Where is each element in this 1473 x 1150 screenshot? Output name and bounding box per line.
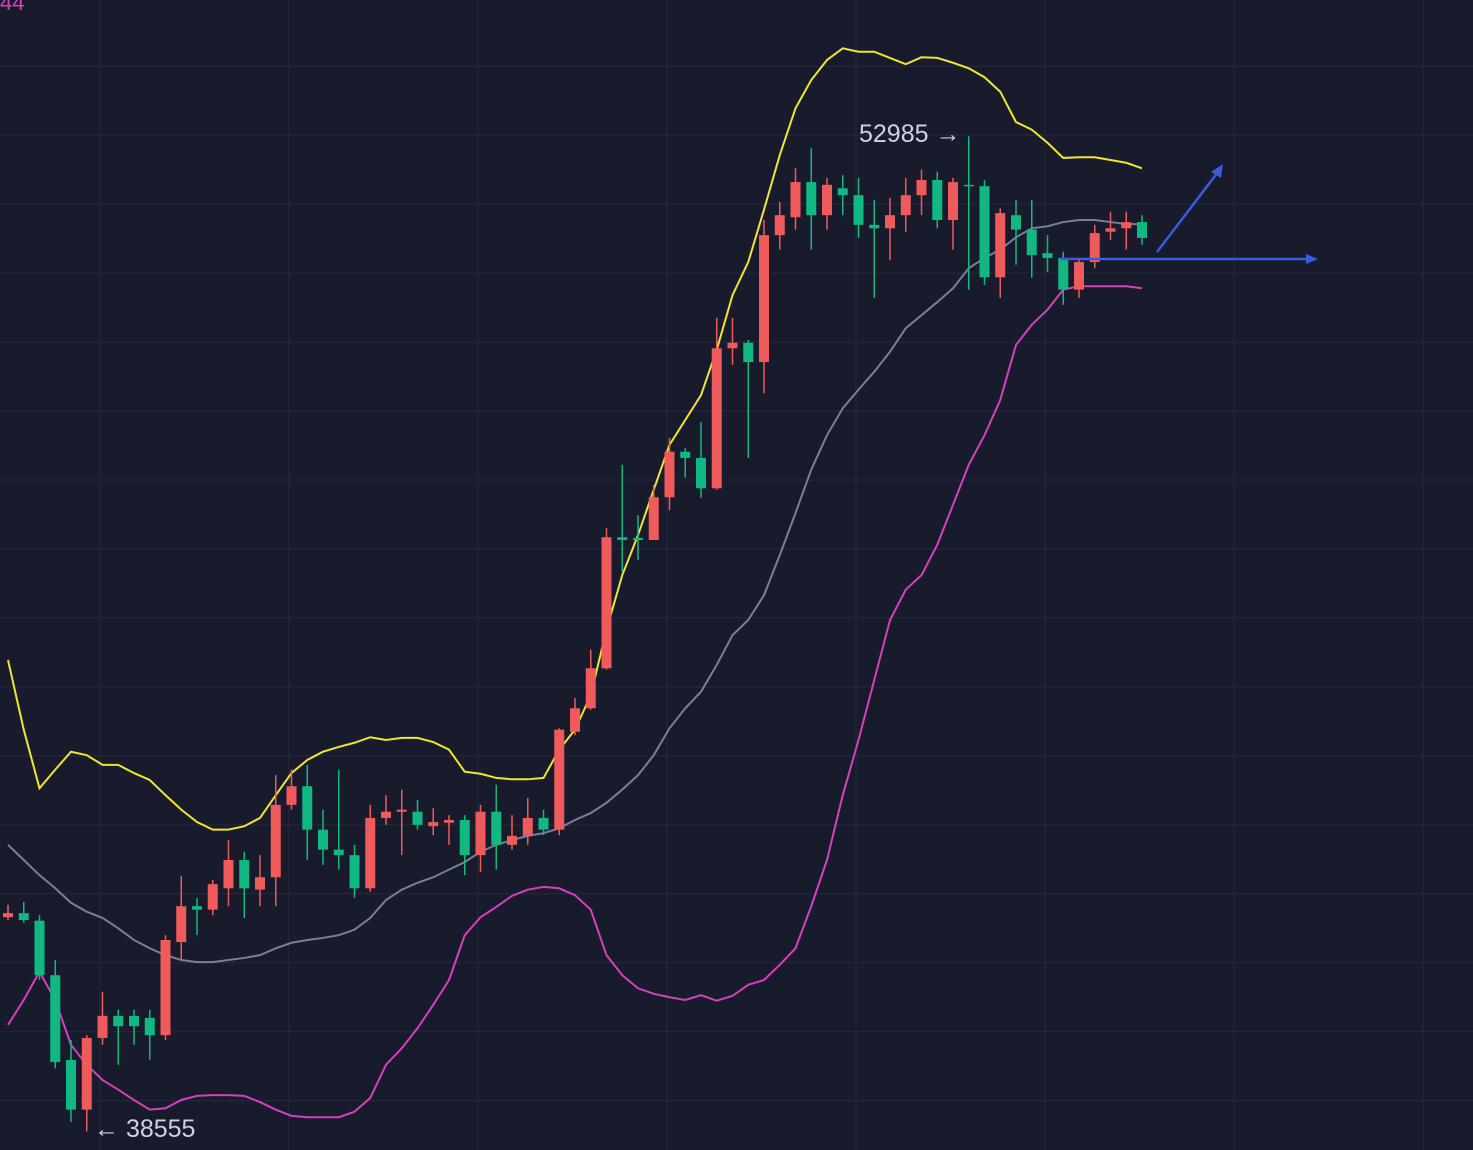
candle-body xyxy=(648,497,659,540)
candle-body xyxy=(995,213,1006,278)
candle-body xyxy=(365,817,376,889)
candle-body xyxy=(1105,228,1116,232)
candle-body xyxy=(727,342,738,349)
candle-body xyxy=(900,195,911,216)
candle-body xyxy=(176,906,187,943)
candle-body xyxy=(270,804,281,878)
candle-body xyxy=(885,215,895,229)
candle-body xyxy=(34,920,45,976)
candle-body xyxy=(50,975,61,1063)
candle-body xyxy=(349,855,360,889)
candle-body xyxy=(932,180,943,220)
candle-body xyxy=(255,877,265,890)
candle-body xyxy=(491,811,502,845)
candle-body xyxy=(1026,229,1037,256)
candle-body xyxy=(81,1037,92,1110)
candle-body xyxy=(1011,215,1021,230)
candle-body xyxy=(806,182,817,216)
candle-body xyxy=(507,835,517,845)
candle-body xyxy=(302,786,313,830)
candle-body xyxy=(837,188,848,196)
indicator-value: 44 xyxy=(0,0,24,15)
arrow-head xyxy=(1306,254,1318,264)
candle-body xyxy=(286,786,297,805)
candle-body xyxy=(66,1060,76,1110)
candle-body xyxy=(585,668,596,709)
candle-body xyxy=(570,708,580,732)
candle-body xyxy=(160,940,171,1036)
candle-body xyxy=(1137,222,1147,238)
candle-body xyxy=(396,809,407,812)
candle-body xyxy=(554,729,565,830)
candle-body xyxy=(759,235,769,363)
candle-body xyxy=(617,537,628,540)
candle-body xyxy=(538,817,549,830)
candle-body xyxy=(743,342,754,363)
candle-body xyxy=(444,820,454,823)
candle-body xyxy=(318,829,328,850)
candle-body xyxy=(1074,262,1084,290)
candle-body xyxy=(475,811,486,856)
high-annotation: 52985 → xyxy=(859,120,960,148)
candle-body xyxy=(774,215,785,236)
candle-body xyxy=(916,180,927,196)
candle-body xyxy=(979,186,990,278)
candle-body xyxy=(412,811,423,825)
candle-body xyxy=(113,1015,124,1027)
arrow-head xyxy=(1211,164,1223,178)
candle-body xyxy=(459,820,470,856)
candle-body xyxy=(333,849,344,856)
band-line xyxy=(7,285,1143,1119)
candle-body xyxy=(664,451,675,498)
candle-body xyxy=(522,817,533,836)
candle-body xyxy=(1042,253,1053,258)
candle-body xyxy=(129,1015,139,1027)
candle-body xyxy=(3,913,13,918)
band-line xyxy=(7,219,1142,964)
candle-body xyxy=(696,457,706,489)
candle-body xyxy=(381,811,391,818)
candle-body xyxy=(239,860,250,889)
candle-body xyxy=(853,195,864,225)
candle-body xyxy=(948,182,958,220)
drawing-tools xyxy=(1060,164,1318,264)
candle-body xyxy=(223,860,234,889)
candle-body xyxy=(633,537,643,540)
candle-body xyxy=(1058,257,1069,290)
candle-body xyxy=(601,537,612,669)
candle-body xyxy=(97,1015,108,1038)
candle-body xyxy=(207,884,218,910)
candle-body xyxy=(822,184,832,216)
low-annotation: ← 38555 xyxy=(94,1115,195,1143)
candle-body xyxy=(18,913,29,920)
candle-body xyxy=(963,184,974,187)
candle-body xyxy=(144,1017,155,1036)
candle-body xyxy=(790,182,801,218)
candle-body xyxy=(428,822,439,827)
candle-body xyxy=(869,224,880,229)
candle-body xyxy=(1089,233,1100,263)
trend-arrow xyxy=(1156,171,1219,253)
candle-body xyxy=(711,348,722,489)
candle-body xyxy=(680,451,691,458)
candle-body xyxy=(1121,222,1132,229)
candle-body xyxy=(192,906,202,910)
candles xyxy=(3,136,1147,1132)
